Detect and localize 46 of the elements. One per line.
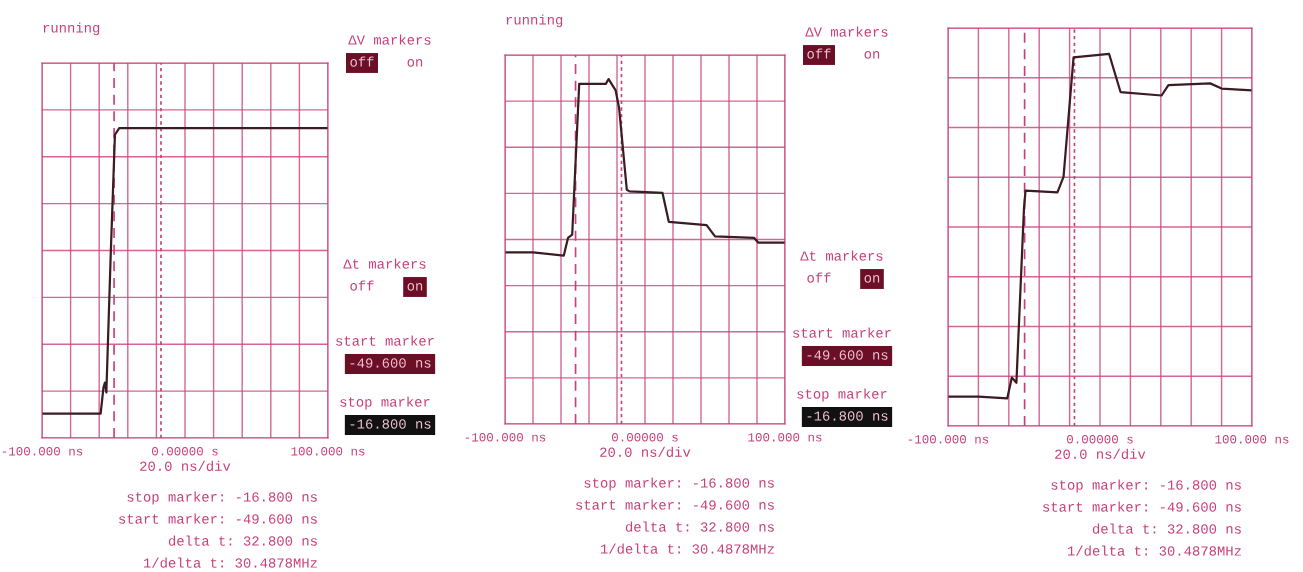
text: on xyxy=(407,283,423,291)
text: delta t: 32.800 ns xyxy=(625,521,774,532)
x-axis-title: 20.0 ns/div xyxy=(140,460,231,471)
text: ΔV markers xyxy=(805,26,888,37)
text: -49.600 ns xyxy=(807,350,888,360)
text: Δt markers xyxy=(800,250,883,261)
text: off xyxy=(350,280,374,291)
text: start marker: -49.600 ns xyxy=(119,513,317,524)
text: -49.600 ns xyxy=(350,358,431,368)
text: start marker: -49.600 ns xyxy=(1043,501,1241,512)
text: on xyxy=(407,59,423,67)
text: stop marker xyxy=(340,396,430,410)
text: stop marker: -16.800 ns xyxy=(584,477,774,491)
text: stop marker: -16.800 ns xyxy=(127,491,317,505)
x-tick-label: -100.000 ns xyxy=(908,435,989,444)
x-axis-title: 20.0 ns/div xyxy=(600,446,691,457)
text: 1/delta t: 30.4878MHz xyxy=(600,543,774,554)
text: delta t: 32.800 ns xyxy=(1092,523,1241,534)
text: 1/delta t: 30.4878MHz xyxy=(143,557,317,568)
x-tick-label: 100.000 ns xyxy=(291,447,365,456)
x-tick-label: -100.000 ns xyxy=(2,447,83,456)
text: off xyxy=(350,56,374,67)
x-axis-title: 20.0 ns/div xyxy=(1055,448,1146,459)
text: stop marker xyxy=(797,388,887,402)
text: start marker xyxy=(336,335,434,346)
text: stop marker: -16.800 ns xyxy=(1051,479,1241,493)
x-tick-label: 0.00000 s xyxy=(1067,435,1133,444)
text: -16.800 ns xyxy=(807,411,888,421)
text: ΔV markers xyxy=(348,34,431,45)
x-tick-label: -100.000 ns xyxy=(465,433,546,442)
x-tick-label: 0.00000 s xyxy=(152,447,218,456)
chart-title: running xyxy=(43,22,100,36)
text: delta t: 32.800 ns xyxy=(168,535,317,546)
x-tick-label: 100.000 ns xyxy=(748,433,822,442)
x-tick-label: 100.000 ns xyxy=(1215,435,1289,444)
text: on xyxy=(864,275,880,283)
text: start marker: -49.600 ns xyxy=(576,499,774,510)
text: start marker xyxy=(793,327,891,338)
text: off xyxy=(807,272,831,283)
text: on xyxy=(864,51,880,59)
text: off xyxy=(807,48,831,59)
x-tick-label: 0.00000 s xyxy=(612,433,678,442)
text: -16.800 ns xyxy=(350,419,431,429)
text: 1/delta t: 30.4878MHz xyxy=(1067,545,1241,556)
chart-title: running xyxy=(506,14,563,28)
text: Δt markers xyxy=(343,258,426,269)
